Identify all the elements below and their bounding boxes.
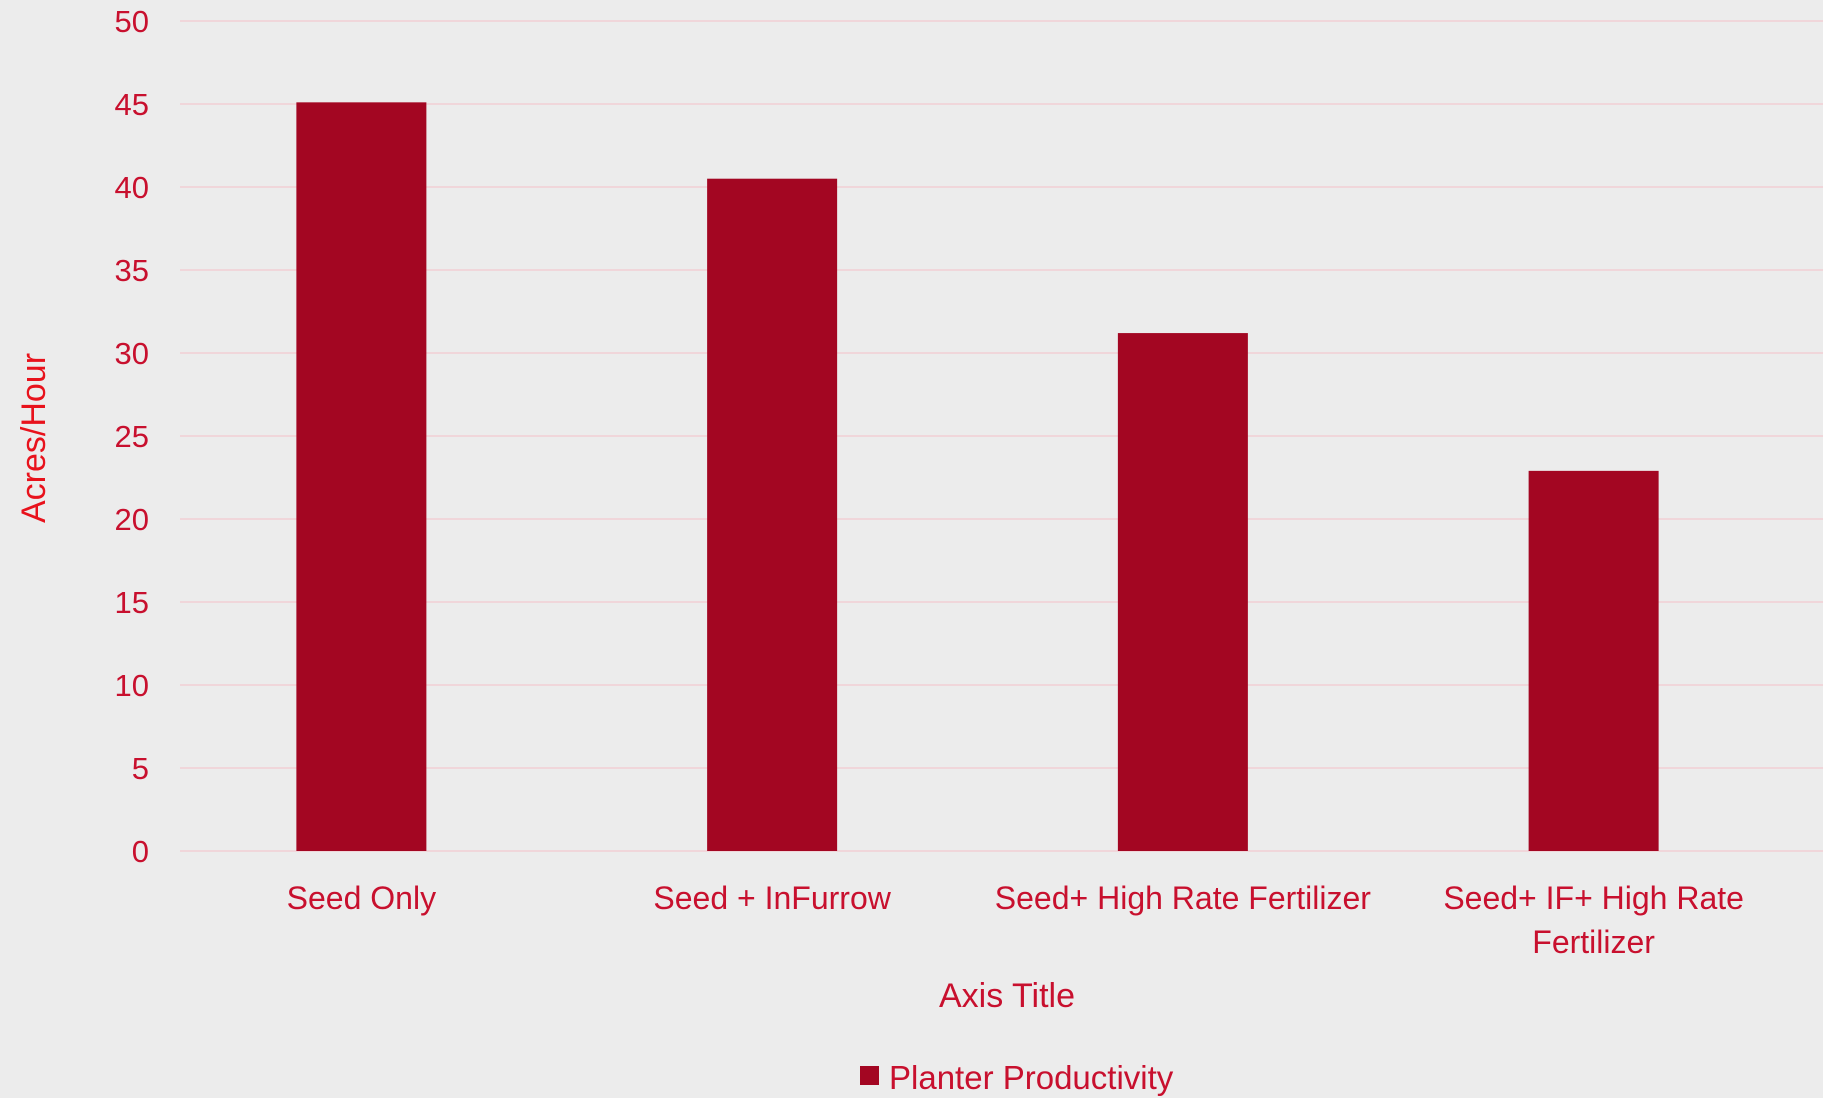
legend: Planter Productivity <box>860 1059 1174 1096</box>
bar <box>296 102 427 852</box>
x-category-label: Seed Only <box>287 880 436 916</box>
legend-label: Planter Productivity <box>889 1059 1174 1096</box>
legend-swatch <box>860 1066 879 1085</box>
y-axis-title: Acres/Hour <box>15 353 53 523</box>
x-axis-categories: Seed Only Seed + InFurrow Seed+ High Rate … <box>287 880 1744 960</box>
x-category-label: Seed + InFurrow <box>653 880 891 916</box>
y-tick-label: 45 <box>115 87 149 122</box>
y-tick-label: 20 <box>115 502 149 537</box>
bars <box>296 102 1659 852</box>
bar <box>1117 333 1248 852</box>
y-tick-label: 30 <box>115 336 149 371</box>
bar <box>1528 470 1659 851</box>
x-category-label: Seed+ IF+ High Rate <box>1443 880 1744 916</box>
y-tick-label: 15 <box>115 585 149 620</box>
x-axis-title: Axis Title <box>939 977 1075 1015</box>
x-category-label: Fertilizer <box>1532 924 1655 960</box>
y-tick-label: 5 <box>132 751 149 786</box>
y-tick-label: 40 <box>115 170 149 205</box>
gridlines <box>180 20 1823 852</box>
bar <box>707 178 838 851</box>
y-tick-label: 50 <box>115 4 149 39</box>
y-tick-label: 35 <box>115 253 149 288</box>
y-axis-ticks: 0 5 10 15 20 25 30 35 40 45 50 <box>115 4 149 869</box>
y-tick-label: 10 <box>115 668 149 703</box>
y-tick-label: 0 <box>132 834 149 869</box>
y-tick-label: 25 <box>115 419 149 454</box>
x-category-label: Seed+ High Rate Fertilizer <box>995 880 1372 916</box>
